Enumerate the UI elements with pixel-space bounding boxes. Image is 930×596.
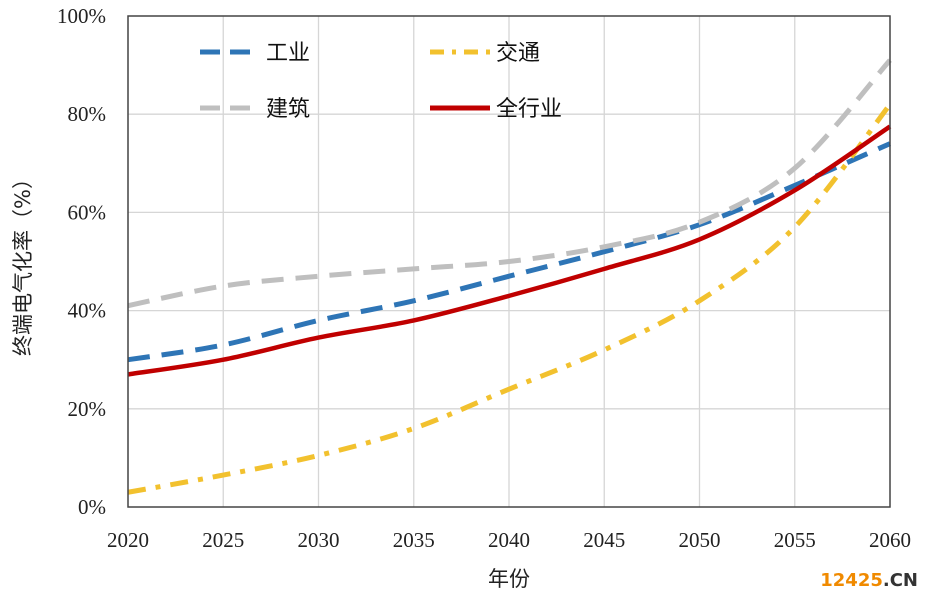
series-all-sectors-line — [127, 124, 892, 377]
y-tick-label: 60% — [68, 200, 107, 224]
watermark-logo: 12425.CN — [820, 570, 918, 591]
plot-frame — [127, 15, 891, 508]
y-tick-label: 100% — [57, 4, 106, 28]
series-lines — [127, 58, 892, 495]
y-tick-label: 40% — [68, 299, 107, 323]
x-tick-label: 2060 — [869, 528, 911, 552]
series-building-line — [127, 58, 892, 309]
legend-label: 交通 — [496, 41, 540, 66]
series-transport-line — [127, 102, 892, 495]
x-tick-label: 2050 — [679, 528, 721, 552]
x-tick-label: 2045 — [583, 528, 625, 552]
y-tick-label: 20% — [68, 397, 107, 421]
x-tick-label: 2040 — [488, 528, 530, 552]
x-axis-title: 年份 — [488, 567, 530, 591]
y-axis-title: 终端电气化率（%） — [11, 168, 35, 356]
legend-item-building: 建筑 — [200, 97, 310, 122]
legend-label: 全行业 — [496, 97, 562, 122]
legend-item-transport: 交通 — [430, 41, 540, 66]
grid-lines — [128, 16, 890, 507]
y-tick-label: 0% — [78, 495, 106, 519]
legend-item-industry: 工业 — [200, 41, 310, 66]
legend-label: 建筑 — [266, 97, 310, 122]
legend-item-all-sectors: 全行业 — [430, 97, 562, 122]
x-tick-label: 2025 — [202, 528, 244, 552]
watermark-number: 12425 — [820, 570, 883, 591]
y-tick-label: 80% — [68, 102, 107, 126]
legend-label: 工业 — [266, 41, 310, 66]
x-tick-label: 2035 — [393, 528, 435, 552]
x-tick-label: 2020 — [107, 528, 149, 552]
watermark-domain: .CN — [883, 570, 918, 591]
tick-labels: 2020 2025 2030 2035 2040 2045 2050 2055 2060 0% 20… — [57, 4, 911, 552]
x-tick-label: 2030 — [298, 528, 340, 552]
series-industry-line — [127, 141, 892, 363]
x-tick-label: 2055 — [774, 528, 816, 552]
